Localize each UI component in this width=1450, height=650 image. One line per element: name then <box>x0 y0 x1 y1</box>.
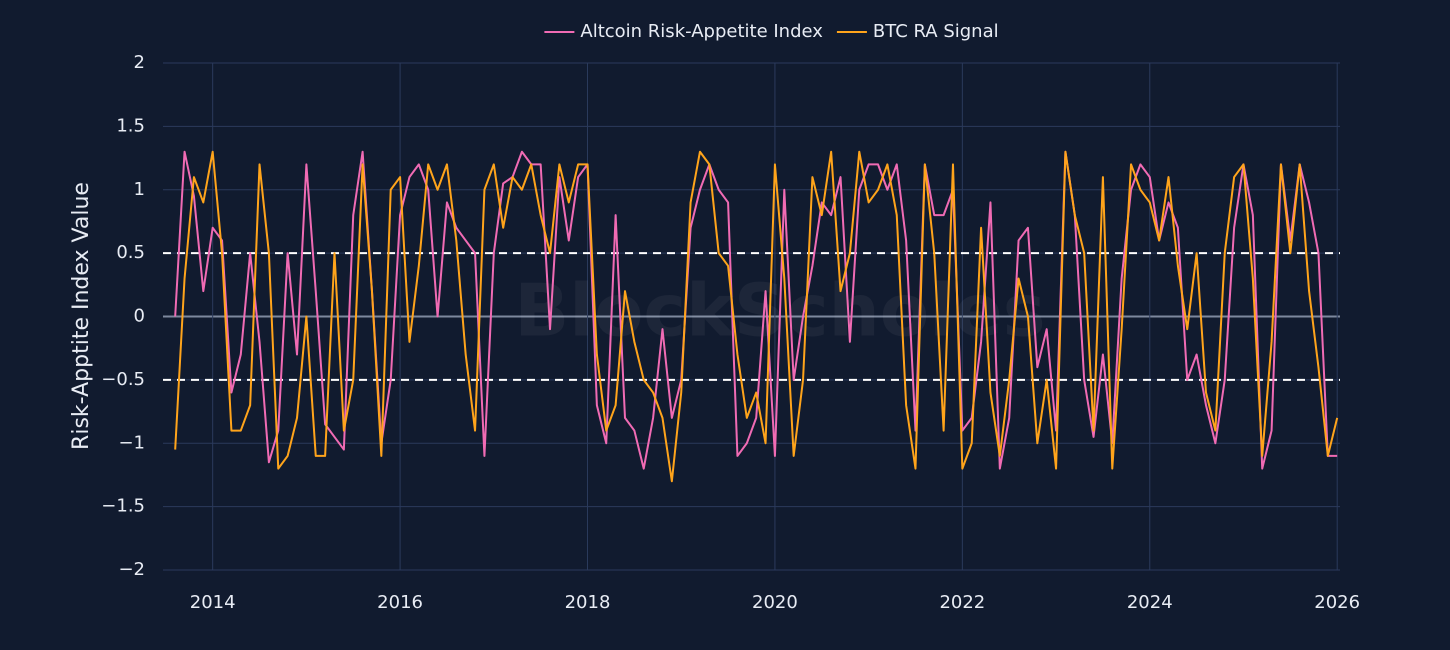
legend-item: BTC RA Signal <box>836 21 999 42</box>
y-tick-label: −1.5 <box>101 496 145 517</box>
x-tick-label: 2014 <box>190 592 236 613</box>
series-line <box>174 150 1339 483</box>
y-tick-label: −1 <box>118 432 145 453</box>
y-tick-label: 0 <box>134 306 145 327</box>
grid <box>163 62 1340 571</box>
legend: Altcoin Risk-Appetite Index BTC RA Signal <box>544 21 999 42</box>
x-tick-label: 2018 <box>565 592 611 613</box>
y-tick-label: 1 <box>134 179 145 200</box>
y-tick-label: 1.5 <box>116 115 145 136</box>
plot <box>163 150 1340 483</box>
x-tick-label: 2020 <box>752 592 798 613</box>
y-tick-label: 0.5 <box>116 242 145 263</box>
x-tick-label: 2016 <box>377 592 423 613</box>
x-tick-label: 2024 <box>1127 592 1173 613</box>
y-axis-title: Risk-Apptite Index Value <box>69 182 94 450</box>
y-tick-label: −0.5 <box>101 369 145 390</box>
legend-label: Altcoin Risk-Appetite Index <box>580 21 823 42</box>
legend-item: Altcoin Risk-Appetite Index <box>544 21 823 42</box>
x-tick-label: 2026 <box>1314 592 1360 613</box>
legend-label: BTC RA Signal <box>873 21 999 42</box>
y-tick-label: −2 <box>118 559 145 580</box>
y-tick-label: 2 <box>134 52 145 73</box>
x-tick-label: 2022 <box>939 592 985 613</box>
